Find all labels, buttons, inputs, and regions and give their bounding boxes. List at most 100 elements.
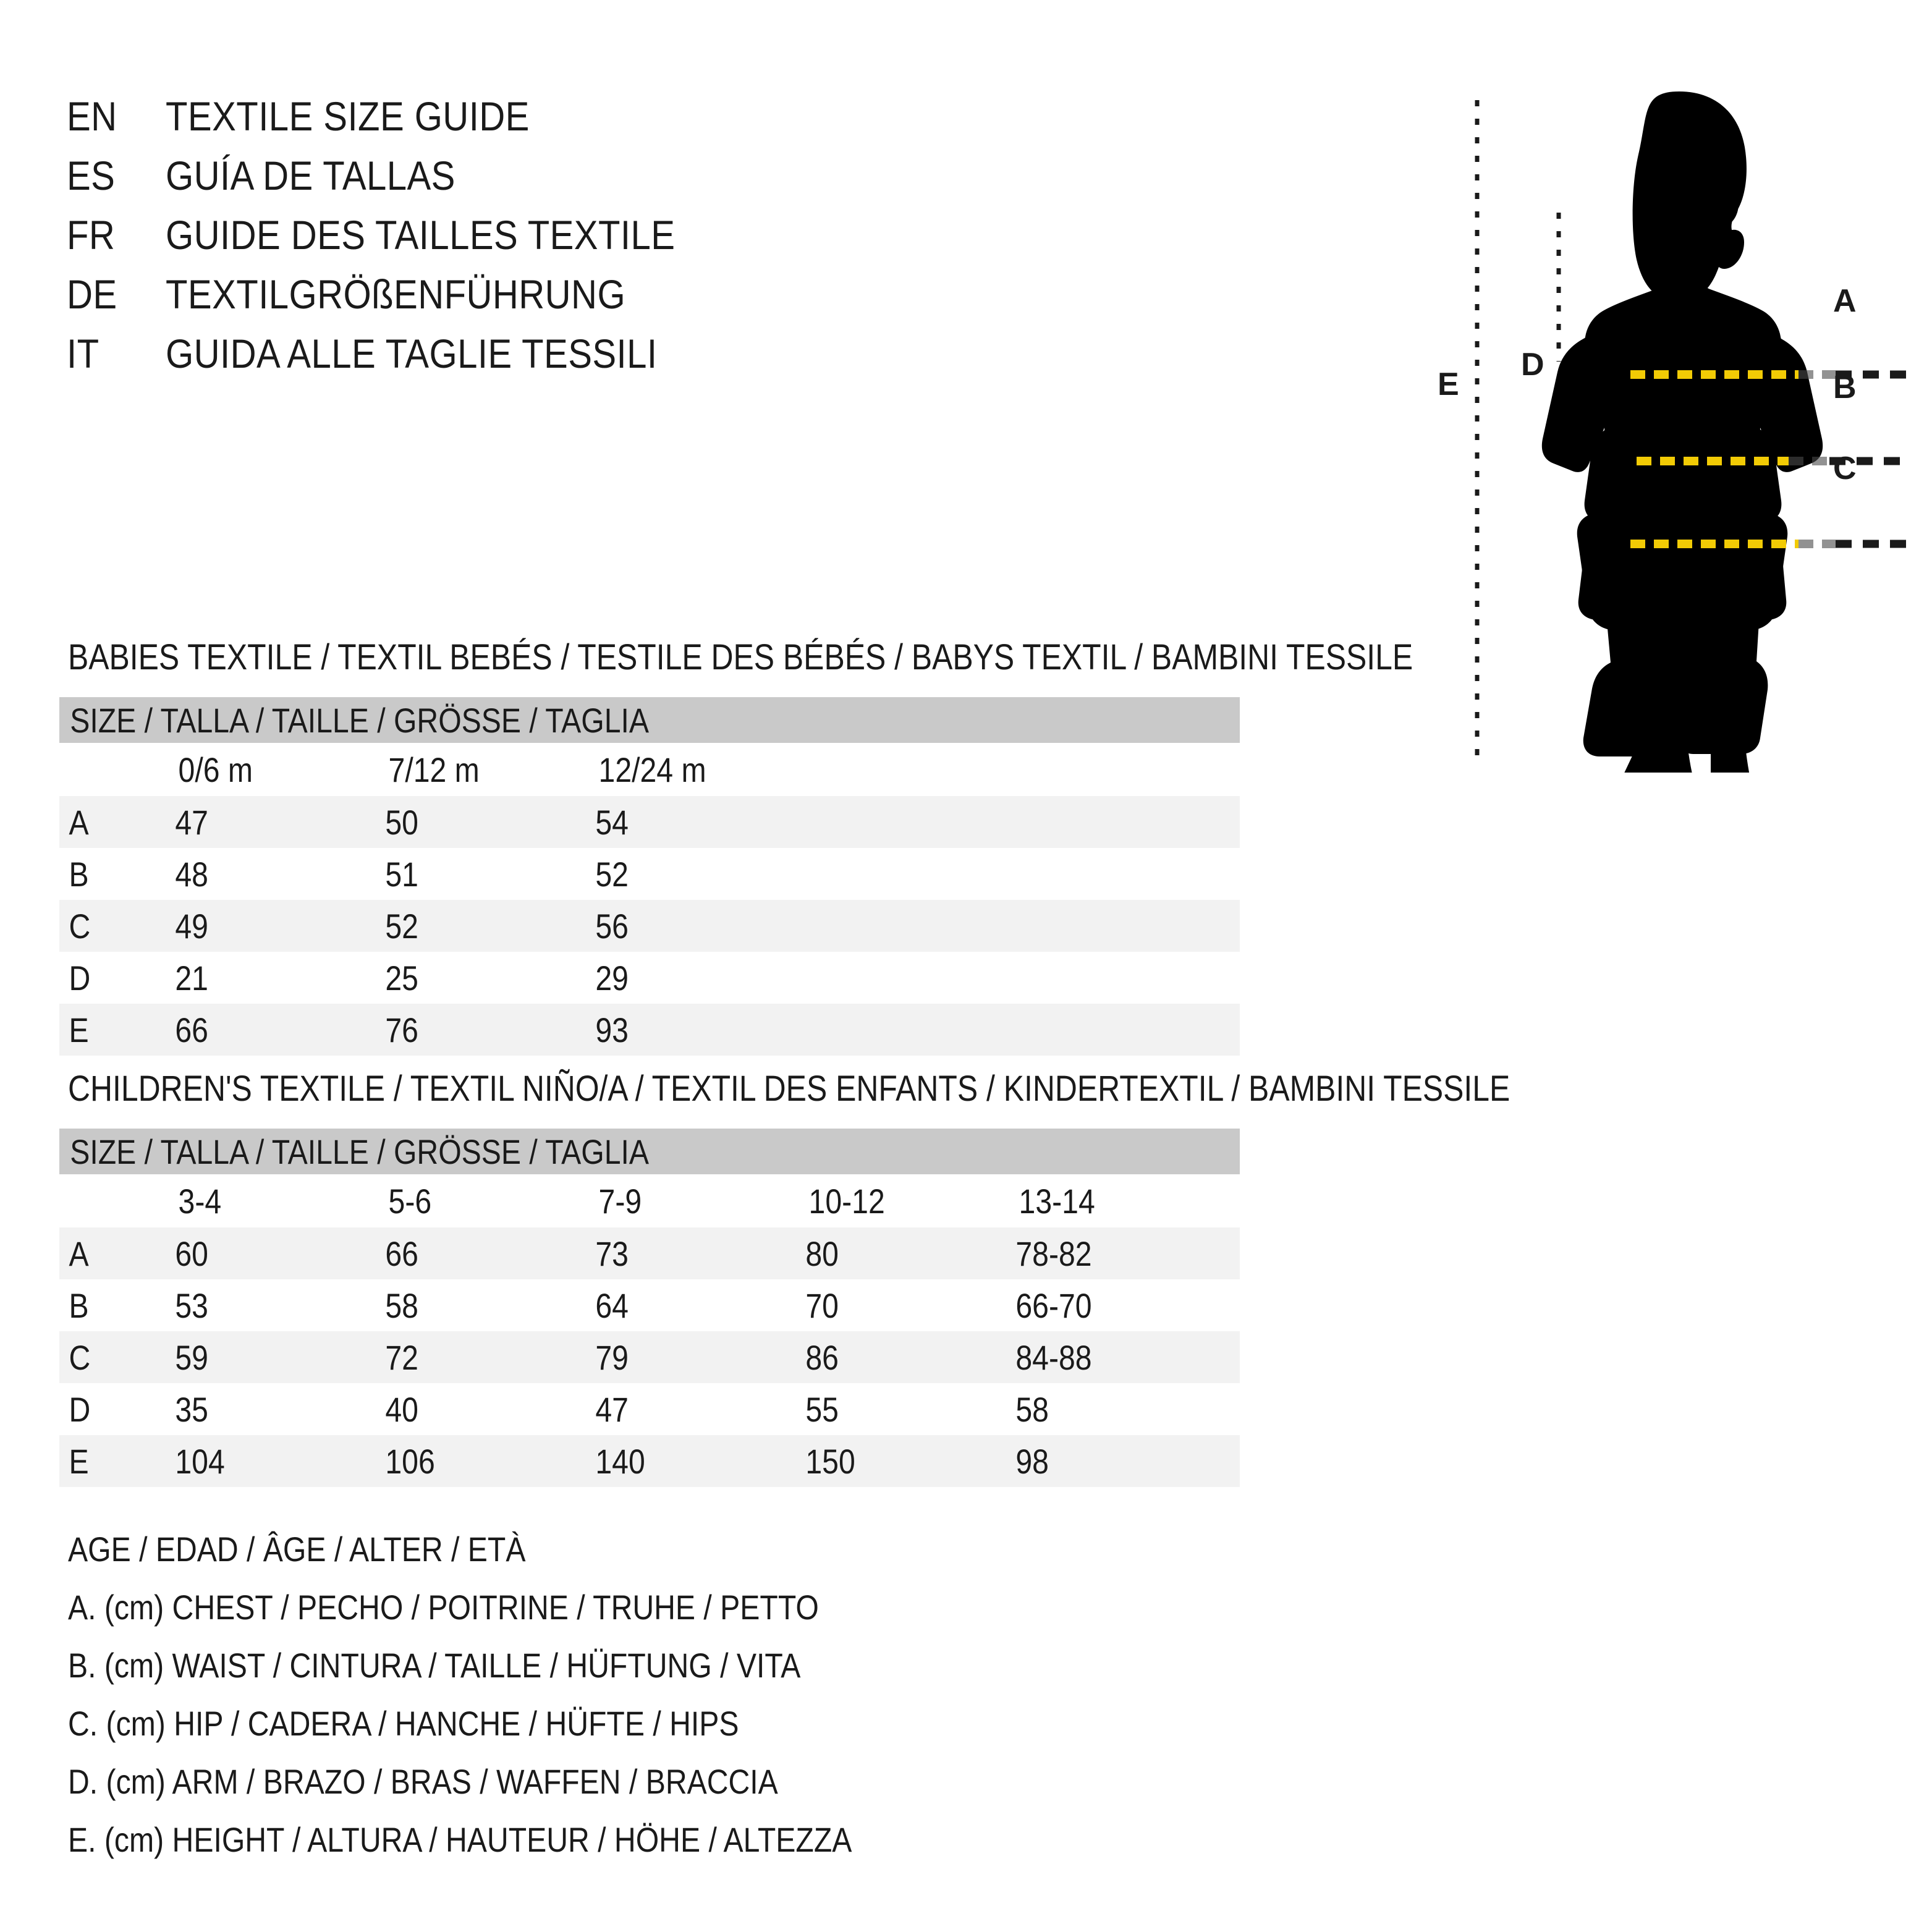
table-row: D 35 40 47 55 58 bbox=[59, 1383, 1240, 1435]
table-cell: 56 bbox=[595, 906, 629, 946]
children-table-header-band: SIZE / TALLA / TAILLE / GRÖSSE / TAGLIA bbox=[59, 1129, 1240, 1174]
table-cell: 79 bbox=[595, 1337, 629, 1377]
table-cell: 72 bbox=[385, 1337, 418, 1377]
table-cell: 52 bbox=[595, 854, 629, 894]
table-cell: 140 bbox=[595, 1441, 645, 1481]
language-code-fr: FR bbox=[67, 212, 116, 258]
table-row: A 60 66 73 80 78-82 bbox=[59, 1227, 1240, 1279]
language-code-en: EN bbox=[67, 93, 117, 139]
children-column-header: 7-9 bbox=[598, 1181, 642, 1221]
table-cell: 58 bbox=[1015, 1389, 1049, 1429]
table-cell: 66 bbox=[385, 1234, 418, 1273]
babies-column-header-row: 0/6 m 7/12 m 12/24 m bbox=[59, 743, 1240, 796]
table-cell: 93 bbox=[595, 1010, 629, 1049]
table-cell: 76 bbox=[385, 1010, 418, 1049]
row-label: E bbox=[69, 1010, 89, 1049]
table-cell: 47 bbox=[175, 802, 208, 842]
table-cell: 73 bbox=[595, 1234, 629, 1273]
row-label: B bbox=[69, 1286, 89, 1325]
figure-label-waist-b: B bbox=[1833, 370, 1857, 405]
table-cell: 54 bbox=[595, 802, 629, 842]
table-cell: 21 bbox=[175, 958, 208, 998]
language-code-it: IT bbox=[67, 331, 100, 376]
table-cell: 40 bbox=[385, 1389, 418, 1429]
language-title-es: GUÍA DE TALLAS bbox=[166, 153, 455, 198]
language-title-it: GUIDA ALLE TAGLIE TESSILI bbox=[166, 331, 658, 376]
table-cell: 52 bbox=[385, 906, 418, 946]
language-code-es: ES bbox=[67, 153, 116, 198]
language-title-de: TEXTILGRÖßENFÜHRUNG bbox=[166, 271, 626, 317]
table-cell: 29 bbox=[595, 958, 629, 998]
table-cell: 64 bbox=[595, 1286, 629, 1325]
table-cell: 58 bbox=[385, 1286, 418, 1325]
language-title-fr: GUIDE DES TAILLES TEXTILE bbox=[166, 212, 676, 258]
babies-column-header: 12/24 m bbox=[598, 750, 706, 789]
language-row-es: ES GUÍA DE TALLAS bbox=[67, 152, 994, 211]
table-cell: 70 bbox=[805, 1286, 839, 1325]
legend-line-hip: C. (cm) HIP / CADERA / HANCHE / HÜFTE / … bbox=[68, 1704, 739, 1743]
children-size-table: SIZE / TALLA / TAILLE / GRÖSSE / TAGLIA … bbox=[59, 1129, 1240, 1487]
measurement-legend: AGE / EDAD / ÂGE / ALTER / ETÀ A. (cm) C… bbox=[68, 1520, 1057, 1869]
table-row: B 53 58 64 70 66-70 bbox=[59, 1279, 1240, 1331]
babies-table-header-band: SIZE / TALLA / TAILLE / GRÖSSE / TAGLIA bbox=[59, 697, 1240, 743]
language-row-de: DE TEXTILGRÖßENFÜHRUNG bbox=[67, 271, 994, 330]
language-header-block: EN TEXTILE SIZE GUIDE ES GUÍA DE TALLAS … bbox=[67, 93, 994, 389]
table-row: A 47 50 54 bbox=[59, 796, 1240, 848]
children-column-header: 10-12 bbox=[808, 1181, 885, 1221]
row-label: C bbox=[69, 1337, 91, 1377]
table-cell: 60 bbox=[175, 1234, 208, 1273]
language-title-en: TEXTILE SIZE GUIDE bbox=[166, 93, 530, 139]
children-column-header: 5-6 bbox=[388, 1181, 432, 1221]
figure-label-height-e: E bbox=[1438, 366, 1459, 402]
figure-label-arm-d: D bbox=[1521, 347, 1544, 383]
children-column-header: 3-4 bbox=[178, 1181, 222, 1221]
table-row: E 104 106 140 150 98 bbox=[59, 1435, 1240, 1487]
legend-line-waist: B. (cm) WAIST / CINTURA / TAILLE / HÜFTU… bbox=[68, 1646, 801, 1685]
table-cell: 84-88 bbox=[1015, 1337, 1092, 1377]
table-cell: 25 bbox=[385, 958, 418, 998]
table-row: D 21 25 29 bbox=[59, 952, 1240, 1004]
babies-column-header: 7/12 m bbox=[388, 750, 480, 789]
row-label: E bbox=[69, 1441, 89, 1481]
table-row: C 59 72 79 86 84-88 bbox=[59, 1331, 1240, 1383]
language-row-fr: FR GUIDE DES TAILLES TEXTILE bbox=[67, 211, 994, 271]
row-label: B bbox=[69, 854, 89, 894]
children-column-header: 13-14 bbox=[1019, 1181, 1095, 1221]
table-cell: 86 bbox=[805, 1337, 839, 1377]
legend-line-height: E. (cm) HEIGHT / ALTURA / HAUTEUR / HÖHE… bbox=[68, 1820, 852, 1859]
table-cell: 106 bbox=[385, 1441, 435, 1481]
table-cell: 48 bbox=[175, 854, 208, 894]
table-cell: 104 bbox=[175, 1441, 225, 1481]
child-figure-silhouette bbox=[1541, 91, 1823, 773]
babies-size-table: SIZE / TALLA / TAILLE / GRÖSSE / TAGLIA … bbox=[59, 697, 1240, 1056]
legend-line-age: AGE / EDAD / ÂGE / ALTER / ETÀ bbox=[68, 1530, 526, 1569]
legend-line-arm: D. (cm) ARM / BRAZO / BRAS / WAFFEN / BR… bbox=[68, 1762, 778, 1801]
table-cell: 66 bbox=[175, 1010, 208, 1049]
figure-label-hip-c: C bbox=[1833, 451, 1857, 486]
table-cell: 50 bbox=[385, 802, 418, 842]
table-cell: 51 bbox=[385, 854, 418, 894]
legend-line-chest: A. (cm) CHEST / PECHO / POITRINE / TRUHE… bbox=[68, 1588, 819, 1627]
table-row: C 49 52 56 bbox=[59, 900, 1240, 952]
language-row-en: EN TEXTILE SIZE GUIDE bbox=[67, 93, 994, 152]
babies-column-header: 0/6 m bbox=[178, 750, 253, 789]
table-cell: 35 bbox=[175, 1389, 208, 1429]
figure-label-chest-a: A bbox=[1833, 283, 1857, 319]
table-cell: 53 bbox=[175, 1286, 208, 1325]
table-cell: 55 bbox=[805, 1389, 839, 1429]
table-cell: 59 bbox=[175, 1337, 208, 1377]
table-cell: 150 bbox=[805, 1441, 855, 1481]
language-row-it: IT GUIDA ALLE TAGLIE TESSILI bbox=[67, 330, 994, 389]
children-section-title: CHILDREN'S TEXTILE / TEXTIL NIÑO/A / TEX… bbox=[68, 1069, 1510, 1109]
row-label: C bbox=[69, 906, 91, 946]
table-cell: 78-82 bbox=[1015, 1234, 1092, 1273]
table-cell: 49 bbox=[175, 906, 208, 946]
table-cell: 80 bbox=[805, 1234, 839, 1273]
babies-section-title: BABIES TEXTILE / TEXTIL BEBÉS / TESTILE … bbox=[68, 637, 1413, 677]
row-label: D bbox=[69, 1389, 91, 1429]
babies-table-header-label: SIZE / TALLA / TAILLE / GRÖSSE / TAGLIA bbox=[70, 700, 650, 740]
table-row: B 48 51 52 bbox=[59, 848, 1240, 900]
table-cell: 47 bbox=[595, 1389, 629, 1429]
table-row: E 66 76 93 bbox=[59, 1004, 1240, 1056]
